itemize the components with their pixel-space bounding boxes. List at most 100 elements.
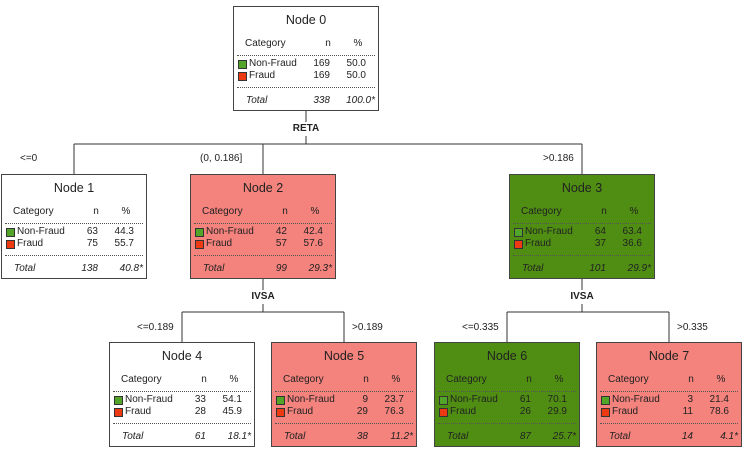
non-fraud-n: 3 [687,394,693,405]
header-divider [600,391,738,392]
header-divider [275,391,413,392]
category-header: Category [13,206,54,217]
n-header: n [325,38,331,49]
category-header: Category [121,374,162,385]
non-fraud-pct: 21.4 [709,394,729,405]
fraud-label: Fraud [206,238,233,249]
header-divider [237,55,375,56]
total-divider [438,423,576,424]
fraud-n: 57 [275,238,287,249]
edge-label-node-7: >0.335 [677,322,708,333]
pct-header: % [310,206,320,217]
fraud-swatch-icon [195,240,204,249]
total-pct: 25.7* [552,431,576,442]
pct-header: % [391,374,401,385]
total-divider [600,423,738,424]
non-fraud-label: Non-Fraud [612,394,660,405]
pct-header: % [229,374,239,385]
fraud-swatch-icon [6,240,15,249]
header-divider [513,223,651,224]
tree-node-7: Node 7 Category n% Non-Fraud 3 21.4 Fraud 11 78.… [596,342,742,447]
total-label: Total [246,95,268,106]
n-header: n [201,374,207,385]
pct-header: % [353,38,363,49]
split-variable-label: IVSA [251,291,275,302]
total-n: 101 [589,263,606,274]
non-fraud-label: Non-Fraud [287,394,335,405]
fraud-label: Fraud [17,238,44,249]
non-fraud-pct: 70.1 [547,394,567,405]
pct-header: % [554,374,564,385]
non-fraud-n: 9 [362,394,368,405]
non-fraud-label: Non-Fraud [206,226,254,237]
fraud-swatch-icon [439,408,448,417]
n-header: n [526,374,532,385]
header-divider [5,223,143,224]
fraud-n: 169 [313,70,330,81]
pct-header: % [121,206,131,217]
edge-label-node-3: >0.186 [543,153,574,164]
fraud-pct: 45.9 [222,406,242,417]
edge-label-node-1: <=0 [20,153,38,164]
total-divider [237,87,375,88]
edge-label-node-2: (0, 0.186] [200,153,243,164]
non-fraud-label: Non-Fraud [125,394,173,405]
total-n: 14 [681,431,693,442]
header-divider [194,223,332,224]
split-variable-label: RETA [292,123,320,134]
non-fraud-label: Non-Fraud [249,58,297,69]
non-fraud-pct: 44.3 [114,226,134,237]
non-fraud-pct: 50.0 [346,58,366,69]
node-title: Node 4 [161,349,203,363]
fraud-n: 37 [594,238,606,249]
node-title: Node 2 [242,181,284,195]
fraud-pct: 29.9 [547,406,567,417]
total-divider [5,255,143,256]
node-title: Node 5 [323,349,365,363]
total-divider [113,423,251,424]
total-pct: 11.2* [390,431,413,442]
total-label: Total [284,431,306,442]
n-header: n [93,206,99,217]
total-pct: 29.3* [308,263,332,274]
fraud-label: Fraud [249,70,276,81]
fraud-n: 11 [682,406,693,417]
tree-node-6: Node 6 Category n% Non-Fraud 61 70.1 Fraud 26 29… [434,342,580,447]
total-divider [194,255,332,256]
non-fraud-swatch-icon [114,396,123,405]
fraud-n: 75 [86,238,98,249]
total-n: 61 [194,431,206,442]
node-title: Node 3 [561,181,603,195]
n-header: n [601,206,607,217]
total-label: Total [122,431,144,442]
total-pct: 18.1* [227,431,251,442]
fraud-pct: 57.6 [303,238,323,249]
total-pct: 40.8* [119,263,143,274]
tree-node-4: Node 4 Category n% Non-Fraud 33 54.1 Fraud 28 45… [109,342,255,447]
fraud-n: 28 [194,406,206,417]
total-pct: 4.1* [720,431,738,442]
edge-label-node-4: <=0.189 [137,322,174,333]
total-label: Total [14,263,36,274]
fraud-label: Fraud [612,406,639,417]
n-header: n [282,206,288,217]
non-fraud-n: 42 [275,226,287,237]
fraud-swatch-icon [114,408,123,417]
fraud-label: Fraud [450,406,477,417]
non-fraud-pct: 63.4 [622,226,642,237]
fraud-pct: 55.7 [114,238,134,249]
total-label: Total [609,431,631,442]
non-fraud-swatch-icon [238,60,247,69]
total-n: 38 [356,431,368,442]
total-label: Total [447,431,469,442]
node-title: Node 1 [53,181,95,195]
non-fraud-n: 169 [313,58,330,69]
header-divider [113,391,251,392]
total-n: 338 [313,95,330,106]
total-label: Total [522,263,544,274]
total-n: 138 [81,263,98,274]
non-fraud-n: 61 [519,394,531,405]
non-fraud-swatch-icon [601,396,610,405]
total-n: 99 [275,263,287,274]
